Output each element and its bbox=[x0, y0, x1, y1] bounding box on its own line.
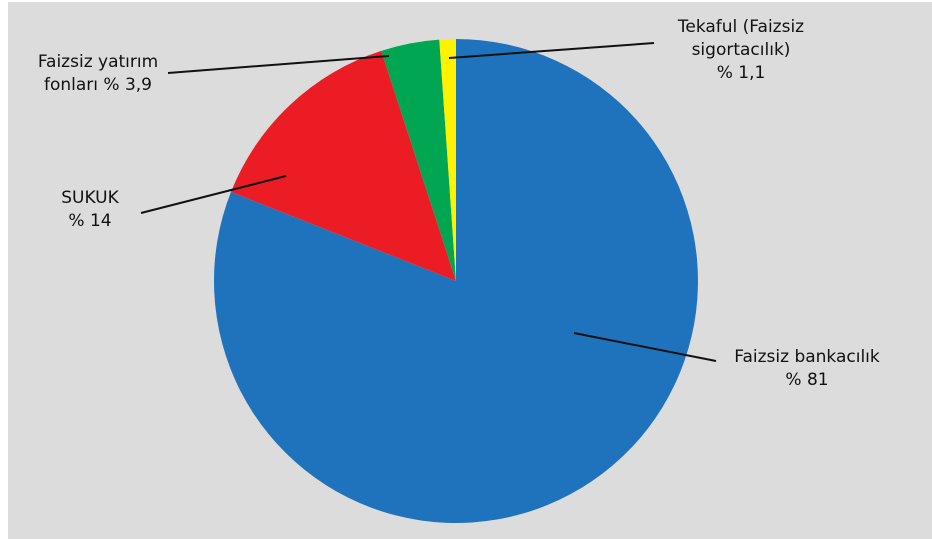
pie-slice-2 bbox=[381, 39, 456, 281]
label-funds-line1: Faizsiz yatırım bbox=[37, 52, 159, 72]
leader-line-banking bbox=[573, 332, 717, 362]
label-banking-pct: % 81 bbox=[785, 370, 829, 390]
leader-line-sukuk bbox=[140, 175, 287, 214]
label-funds: Faizsiz yatırım fonları % 3,9 bbox=[14, 51, 182, 97]
pie-slice-3 bbox=[439, 39, 456, 281]
leader-lines bbox=[140, 42, 717, 362]
pie-slice-0 bbox=[213, 39, 698, 524]
label-takaful-line3: % 1,1 bbox=[716, 63, 766, 83]
pie-slices bbox=[213, 39, 698, 524]
label-banking: Faizsiz bankacılık % 81 bbox=[712, 346, 902, 392]
label-sukuk: SUKUK % 14 bbox=[30, 187, 150, 233]
label-banking-name: Faizsiz bankacılık bbox=[734, 347, 880, 367]
label-takaful-line1: Tekaful (Faizsiz bbox=[677, 17, 805, 37]
label-takaful-line2: sigortacılık) bbox=[691, 40, 791, 60]
pie-slice-1 bbox=[230, 50, 456, 282]
label-takaful: Tekaful (Faizsiz sigortacılık) % 1,1 bbox=[646, 16, 836, 85]
label-sukuk-pct: % 14 bbox=[68, 211, 112, 231]
label-funds-line2: fonları % 3,9 bbox=[43, 75, 152, 95]
leader-line-takaful bbox=[448, 42, 655, 59]
label-sukuk-name: SUKUK bbox=[61, 188, 119, 208]
leader-line-funds bbox=[167, 55, 390, 74]
